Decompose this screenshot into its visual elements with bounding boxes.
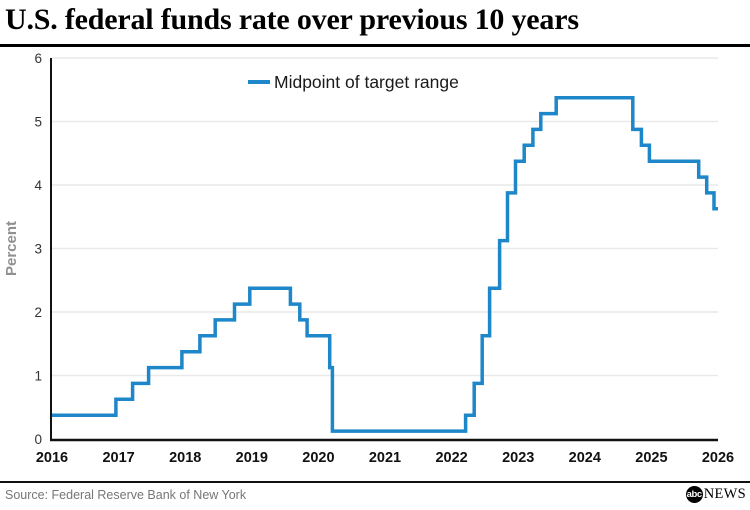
y-axis-title: Percent — [3, 221, 20, 276]
y-tick-label-2: 2 — [34, 305, 42, 320]
y-tick-label-1: 1 — [34, 369, 42, 384]
x-tick-label-2025: 2025 — [635, 450, 667, 466]
y-tick-label-4: 4 — [34, 178, 42, 193]
y-tick-label-3: 3 — [34, 242, 42, 257]
x-tick-label-2019: 2019 — [236, 450, 268, 466]
y-tick-label-0: 0 — [34, 432, 42, 447]
x-tick-label-2021: 2021 — [369, 450, 401, 466]
x-tick-label-2017: 2017 — [102, 450, 134, 466]
x-tick-label-2020: 2020 — [302, 450, 334, 466]
legend-label: Midpoint of target range — [274, 72, 459, 92]
abc-news-wordmark: NEWS — [703, 486, 746, 502]
fed-funds-rate-chart: 0 1 2 3 4 5 6 2016 2017 2018 2019 2020 2021 2022 2023 2… — [0, 48, 750, 480]
abc-news-logo: abc NEWS — [685, 486, 746, 503]
source-credit: Source: Federal Reserve Bank of New York — [5, 488, 247, 502]
y-tick-label-5: 5 — [34, 115, 42, 130]
abc-logo-icon: abc — [685, 486, 703, 503]
rate-step-line — [52, 95, 718, 433]
x-tick-label-2022: 2022 — [435, 450, 467, 466]
x-tick-label-2016: 2016 — [36, 450, 68, 466]
x-tick-label-2018: 2018 — [169, 450, 201, 466]
x-tick-label-2023: 2023 — [502, 450, 534, 466]
footer-divider — [0, 481, 750, 483]
y-tick-label-6: 6 — [34, 51, 42, 66]
chart-canvas: 0 1 2 3 4 5 6 2016 2017 2018 2019 2020 2021 2022 2023 2… — [3, 51, 734, 466]
chart-title: U.S. federal funds rate over previous 10… — [5, 3, 579, 36]
x-tick-label-2026: 2026 — [702, 450, 734, 466]
x-tick-label-2024: 2024 — [569, 450, 601, 466]
header-divider — [0, 44, 750, 47]
